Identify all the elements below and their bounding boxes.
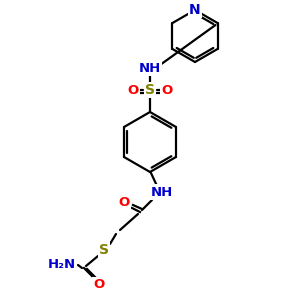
Text: O: O	[161, 83, 172, 97]
Text: S: S	[99, 243, 109, 257]
Text: NH: NH	[139, 61, 161, 74]
Text: S: S	[145, 83, 155, 97]
Text: O: O	[118, 196, 130, 208]
Text: N: N	[189, 3, 201, 17]
Text: H₂N: H₂N	[48, 257, 76, 271]
Text: O: O	[128, 83, 139, 97]
Text: NH: NH	[151, 185, 173, 199]
Text: O: O	[93, 278, 105, 292]
